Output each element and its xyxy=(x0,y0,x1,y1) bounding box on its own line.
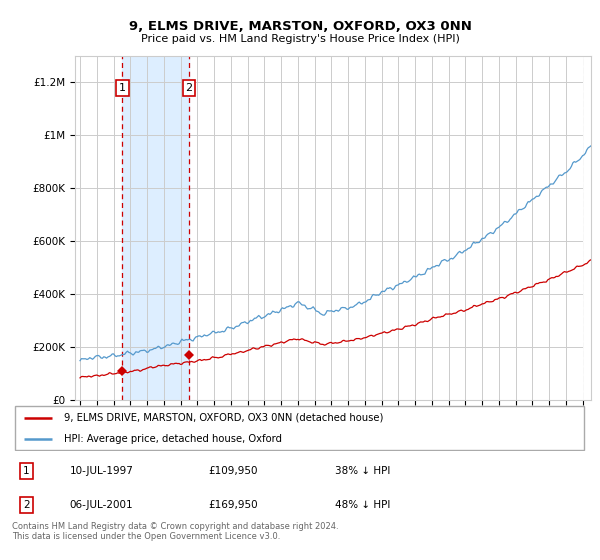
Text: £169,950: £169,950 xyxy=(208,500,257,510)
Text: 2: 2 xyxy=(23,500,30,510)
Text: HPI: Average price, detached house, Oxford: HPI: Average price, detached house, Oxfo… xyxy=(64,435,282,444)
Text: Contains HM Land Registry data © Crown copyright and database right 2024.
This d: Contains HM Land Registry data © Crown c… xyxy=(12,522,338,542)
Text: 10-JUL-1997: 10-JUL-1997 xyxy=(70,466,133,476)
FancyBboxPatch shape xyxy=(15,406,584,450)
Text: £109,950: £109,950 xyxy=(208,466,257,476)
Text: 1: 1 xyxy=(119,83,126,93)
Text: 38% ↓ HPI: 38% ↓ HPI xyxy=(335,466,390,476)
Text: Price paid vs. HM Land Registry's House Price Index (HPI): Price paid vs. HM Land Registry's House … xyxy=(140,34,460,44)
Text: 06-JUL-2001: 06-JUL-2001 xyxy=(70,500,133,510)
Text: 2: 2 xyxy=(185,83,193,93)
Bar xyxy=(583,56,591,400)
Text: 9, ELMS DRIVE, MARSTON, OXFORD, OX3 0NN (detached house): 9, ELMS DRIVE, MARSTON, OXFORD, OX3 0NN … xyxy=(64,413,383,423)
Text: 9, ELMS DRIVE, MARSTON, OXFORD, OX3 0NN: 9, ELMS DRIVE, MARSTON, OXFORD, OX3 0NN xyxy=(128,20,472,32)
Text: 48% ↓ HPI: 48% ↓ HPI xyxy=(335,500,390,510)
Bar xyxy=(122,56,189,400)
Text: 1: 1 xyxy=(23,466,30,476)
